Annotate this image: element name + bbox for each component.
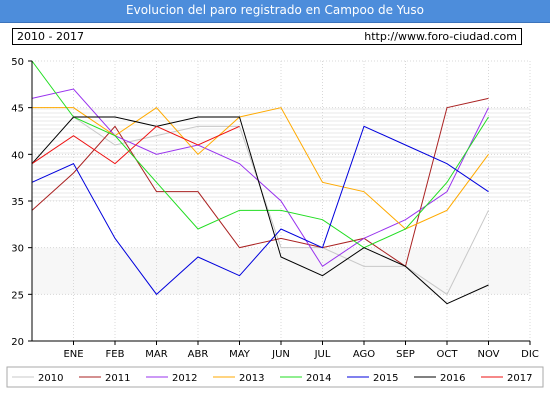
x-tick-label: JUL — [314, 349, 331, 360]
x-tick-label: MAR — [145, 349, 167, 360]
info-box: 2010 - 2017 http://www.foro-ciudad.com — [12, 28, 522, 45]
series-line-2011 — [31, 97, 489, 268]
x-tick-label: FEB — [106, 349, 125, 360]
x-tick-label: ABR — [188, 349, 209, 360]
x-tick-label: DIC — [521, 349, 539, 360]
series-line-2015 — [31, 125, 489, 296]
url-label: http://www.foro-ciudad.com — [364, 30, 517, 43]
legend-label-2017: 2017 — [507, 373, 532, 384]
legend-box — [6, 366, 544, 388]
series-line-2017 — [31, 125, 240, 165]
legend-label-2015: 2015 — [373, 373, 398, 384]
x-tick-label: MAY — [229, 349, 251, 360]
legend-label-2010: 2010 — [38, 373, 63, 384]
legend-label-2012: 2012 — [172, 373, 197, 384]
legend-label-2016: 2016 — [440, 373, 465, 384]
x-tick-label: SEP — [396, 349, 415, 360]
x-tick-label: NOV — [477, 349, 499, 360]
x-tick-label: AGO — [353, 349, 375, 360]
legend-label-2014: 2014 — [306, 373, 331, 384]
series-line-2016 — [31, 116, 489, 305]
y-tick-label: 50 — [11, 57, 24, 68]
legend-label-2011: 2011 — [105, 373, 130, 384]
title-bar: Evolucion del paro registrado en Campoo … — [0, 0, 550, 23]
x-tick-label: JUN — [271, 349, 290, 360]
y-tick-label: 25 — [11, 290, 24, 301]
series-line-2013 — [32, 107, 489, 230]
x-tick-label: ENE — [63, 349, 83, 360]
y-tick-label: 20 — [11, 337, 24, 348]
chart-title: Evolucion del paro registrado en Campoo … — [126, 3, 424, 17]
series-line-2014 — [31, 60, 489, 249]
y-tick-label: 30 — [11, 244, 24, 255]
y-tick-label: 45 — [11, 104, 24, 115]
y-tick-label: 35 — [11, 197, 24, 208]
x-tick-label: OCT — [437, 349, 459, 360]
legend-label-2013: 2013 — [239, 373, 264, 384]
y-tick-label: 40 — [11, 150, 24, 161]
series-line-2012 — [31, 88, 489, 268]
range-label: 2010 - 2017 — [17, 30, 84, 43]
